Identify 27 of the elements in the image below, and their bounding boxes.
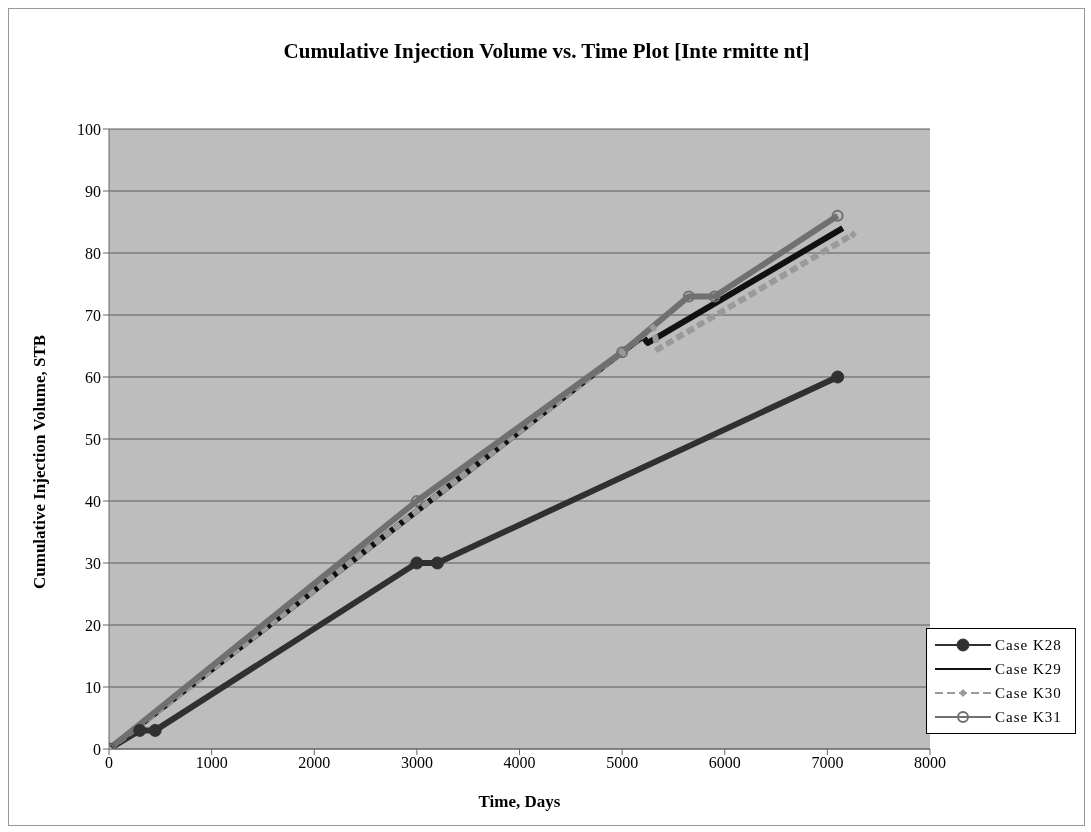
x-tick-label: 0 [105, 754, 113, 772]
legend-label: Case K30 [995, 684, 1062, 702]
legend-label: Case K28 [995, 636, 1062, 654]
x-tick-label: 5000 [606, 754, 639, 772]
y-tick-label: 50 [85, 430, 101, 448]
x-tick-label: 3000 [400, 754, 433, 772]
x-tick-label: 8000 [914, 754, 946, 772]
x-tick-label: 4000 [503, 754, 536, 772]
y-tick-label: 20 [85, 616, 101, 634]
y-tick-label: 60 [85, 368, 101, 386]
legend-label: Case K29 [995, 660, 1062, 678]
y-tick-label: 40 [85, 492, 101, 510]
x-axis-title: Time, Days [478, 792, 561, 811]
x-tick-label: 2000 [298, 754, 331, 772]
y-tick-label: 80 [85, 244, 101, 262]
y-tick-label: 30 [85, 554, 101, 572]
y-tick-label: 90 [85, 182, 101, 200]
y-tick-label: 10 [85, 678, 101, 696]
chart-title: Cumulative Injection Volume vs. Time Plot [Inte rmitte nt] [282, 38, 811, 65]
x-tick-label: 1000 [195, 754, 228, 772]
x-tick-label: 7000 [811, 754, 844, 772]
y-tick-label: 70 [85, 306, 101, 324]
x-tick-label: 6000 [708, 754, 741, 772]
legend-label: Case K31 [995, 708, 1062, 726]
y-tick-label: 100 [77, 120, 101, 138]
y-axis-title: Cumulative Injection Volume, STB [30, 334, 50, 589]
y-tick-label: 0 [93, 740, 101, 758]
